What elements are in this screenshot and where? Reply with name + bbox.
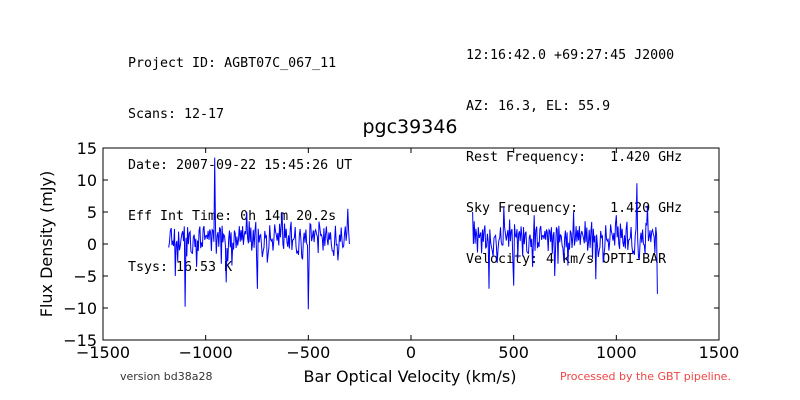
rest-frequency-line: Rest Frequency: 1.420 GHz — [466, 150, 683, 165]
y-tick-label: −10 — [63, 299, 97, 318]
x-tick-label: 1500 — [699, 343, 740, 362]
y-tick-label: 15 — [77, 139, 97, 158]
sky-frequency-line: Sky Frequency: 1.420 GHz — [466, 201, 683, 216]
y-tick-label: 5 — [87, 203, 97, 222]
spectrum-line-low-velocity — [168, 157, 350, 310]
project-id-line: Project ID: AGBT07C_067_11 — [128, 56, 337, 71]
az-el-line: AZ: 16.3, EL: 55.9 — [466, 99, 611, 114]
y-tick-label: 10 — [77, 171, 97, 190]
version-label: version bd38a28 — [120, 370, 213, 383]
velocity-line: Velocity: 4 km/s OPTI-BAR — [466, 252, 667, 267]
x-tick-label: 500 — [498, 343, 529, 362]
x-tick-label: 1000 — [596, 343, 637, 362]
spectrum-line-high-velocity — [472, 183, 658, 294]
x-tick-label: −500 — [286, 343, 330, 362]
pipeline-label: Processed by the GBT pipeline. — [560, 370, 731, 383]
observation-info-right: 12:16:42.0 +69:27:45 J2000 AZ: 16.3, EL:… — [466, 13, 682, 285]
y-tick-label: −5 — [73, 267, 97, 286]
observation-info-left: Project ID: AGBT07C_067_11 Scans: 12-17 … — [128, 21, 352, 293]
plot-area — [168, 157, 658, 310]
date-line: Date: 2007-09-22 15:45:26 UT — [128, 158, 353, 173]
x-tick-label: −1500 — [76, 343, 130, 362]
x-tick-label: 0 — [406, 343, 416, 362]
chart-title: pgc39346 — [362, 116, 457, 138]
x-axis-label: Bar Optical Velocity (km/s) — [304, 367, 517, 386]
coordinates-line: 12:16:42.0 +69:27:45 J2000 — [466, 48, 675, 63]
y-tick-label: −15 — [63, 331, 97, 350]
y-axis-label: Flux Density (mJy) — [37, 171, 56, 318]
scans-line: Scans: 12-17 — [128, 107, 225, 122]
axes: −1500 −1000 −500 0 500 1000 1500 −15 −10 −5 0 5 10 15 — [63, 139, 739, 362]
y-tick-label: 0 — [87, 235, 97, 254]
x-tick-label: −1000 — [179, 343, 233, 362]
